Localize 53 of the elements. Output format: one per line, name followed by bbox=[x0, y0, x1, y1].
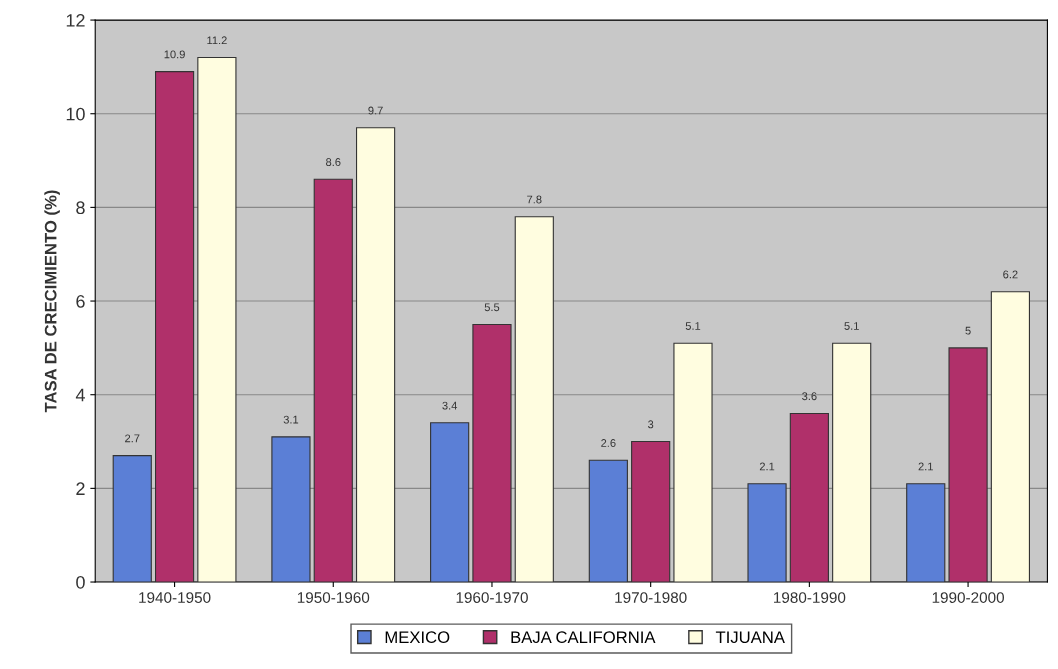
bar bbox=[990, 291, 1030, 583]
data-label: 8.6 bbox=[326, 158, 341, 166]
legend-label: MEXICO bbox=[385, 631, 450, 644]
x-tick-label: 1980-1990 bbox=[774, 592, 846, 603]
data-label: 5.1 bbox=[685, 322, 701, 330]
bar bbox=[948, 347, 988, 583]
data-label: 3 bbox=[648, 420, 654, 429]
bar bbox=[906, 483, 946, 583]
bar bbox=[197, 56, 237, 583]
bar bbox=[514, 216, 554, 583]
data-label: 9.7 bbox=[368, 106, 383, 115]
data-label: 5.5 bbox=[484, 303, 500, 312]
data-label: 3.4 bbox=[442, 401, 458, 410]
legend-label: BAJA CALIFORNIA bbox=[511, 631, 656, 644]
data-label: 5.1 bbox=[844, 322, 859, 330]
bar bbox=[430, 422, 470, 583]
bar bbox=[154, 71, 195, 583]
bar bbox=[673, 342, 713, 583]
bar bbox=[631, 440, 671, 583]
x-tick-label: 1990-2000 bbox=[932, 592, 1005, 603]
y-axis-title: TASA DE CRECIMIENTO (%) bbox=[44, 190, 60, 413]
bar bbox=[747, 483, 787, 583]
y-tick-label: 2 bbox=[76, 482, 85, 495]
y-tick-label: 0 bbox=[76, 575, 85, 589]
data-label: 3.1 bbox=[283, 415, 299, 424]
data-label: 2.7 bbox=[125, 434, 140, 443]
data-label: 3.6 bbox=[802, 392, 817, 401]
data-label: 10.9 bbox=[164, 50, 185, 59]
bar bbox=[588, 459, 628, 583]
bar bbox=[271, 436, 311, 583]
y-tick-label: 10 bbox=[66, 107, 85, 121]
bar bbox=[472, 323, 512, 583]
bar bbox=[789, 412, 829, 583]
data-label: 6.2 bbox=[1003, 270, 1018, 279]
x-tick-label: 1970-1980 bbox=[615, 592, 687, 603]
y-tick-label: 6 bbox=[76, 294, 85, 308]
bar bbox=[832, 342, 872, 583]
data-label: 7.8 bbox=[527, 195, 542, 204]
y-tick-label: 8 bbox=[76, 201, 85, 215]
bar bbox=[112, 455, 152, 583]
bar bbox=[355, 127, 396, 583]
legend-label: TIJUANA bbox=[715, 631, 785, 644]
data-label: 2.1 bbox=[918, 462, 933, 471]
x-tick-label: 1940-1950 bbox=[139, 592, 211, 603]
bar bbox=[313, 178, 353, 583]
x-tick-label: 1960-1970 bbox=[456, 592, 528, 603]
y-tick-label: 4 bbox=[75, 388, 85, 402]
data-label: 5 bbox=[965, 326, 971, 335]
data-label: 2.1 bbox=[759, 462, 775, 471]
y-tick-label: 12 bbox=[66, 14, 85, 27]
data-label: 2.6 bbox=[601, 439, 616, 447]
x-tick-label: 1950-1960 bbox=[297, 592, 370, 603]
data-label: 11.2 bbox=[207, 36, 227, 45]
